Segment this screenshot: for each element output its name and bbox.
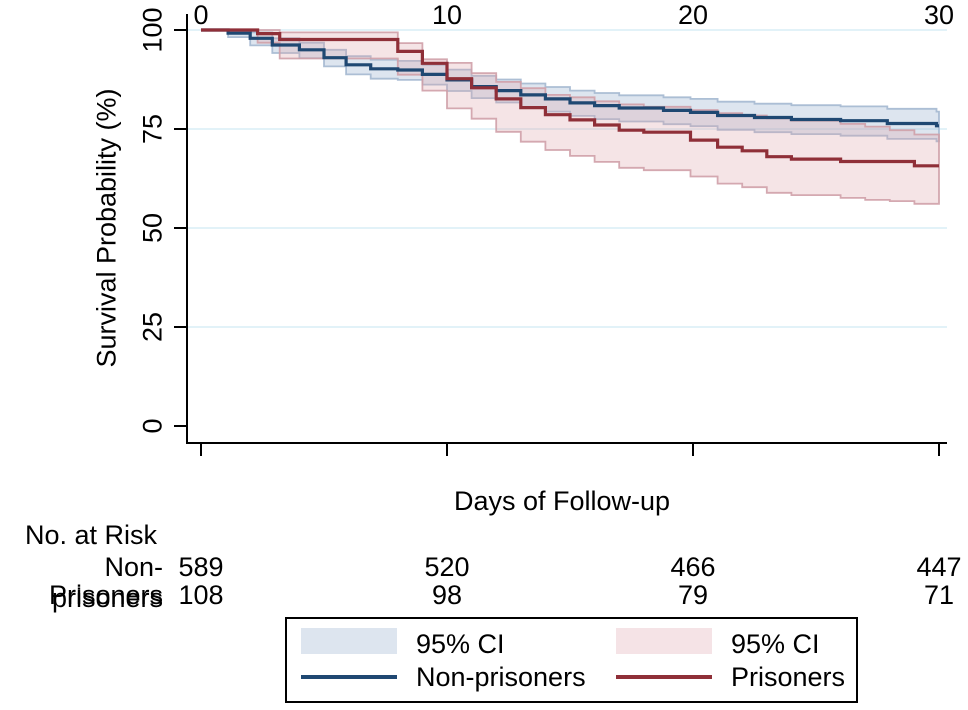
risk-value: 98 <box>431 580 463 610</box>
x-axis-title: Days of Follow-up <box>453 486 671 516</box>
risk-row-label-prisoners: Prisoners <box>48 580 163 610</box>
risk-value: 79 <box>677 580 709 610</box>
x-tick-label-0: 0 <box>193 0 209 30</box>
x-tick-label-20: 20 <box>677 0 709 30</box>
survival-curve-prisoners <box>201 28 939 168</box>
risk-value: 589 <box>178 552 224 582</box>
line-swatch-prisoners <box>616 675 712 679</box>
survival-curve-non-prisoners <box>201 28 939 128</box>
risk-value: 520 <box>424 552 470 582</box>
risk-value: 71 <box>923 580 955 610</box>
y-tick-label-0: 0 <box>137 418 168 434</box>
kaplan-meier-plot <box>174 14 947 456</box>
legend-box: 95% CI 95% CI Non-prisoners Prisoners <box>285 617 858 703</box>
legend-label-ci-non-prisoners: 95% CI <box>416 629 505 659</box>
survival-chart: Survival Probability (%) Days of Follow-… <box>91 0 955 516</box>
risk-table-heading: No. at Risk <box>25 520 158 550</box>
legend-label-non-prisoners: Non-prisoners <box>416 662 586 692</box>
risk-value: 447 <box>916 552 962 582</box>
line-swatch-non-prisoners <box>301 675 397 679</box>
y-tick-label-100: 100 <box>137 7 168 53</box>
y-tick-label-75: 75 <box>137 113 168 145</box>
risk-value: 466 <box>670 552 716 582</box>
y-tick-label-25: 25 <box>137 311 168 343</box>
ci-swatch-non-prisoners <box>301 628 397 654</box>
number-at-risk-table: No. at Risk Non-prisoners 589 520 466 44… <box>0 512 968 613</box>
risk-row-label-non-prisoners: Non-prisoners <box>51 552 163 613</box>
risk-value: 108 <box>178 580 224 610</box>
y-tick-label-50: 50 <box>137 212 168 244</box>
y-axis-title: Survival Probability (%) <box>91 88 122 368</box>
legend-label-ci-prisoners: 95% CI <box>731 629 820 659</box>
x-tick-label-30: 30 <box>923 0 955 30</box>
ci-swatch-prisoners <box>616 628 712 654</box>
legend-label-prisoners: Prisoners <box>731 662 846 692</box>
x-tick-label-10: 10 <box>431 0 463 30</box>
